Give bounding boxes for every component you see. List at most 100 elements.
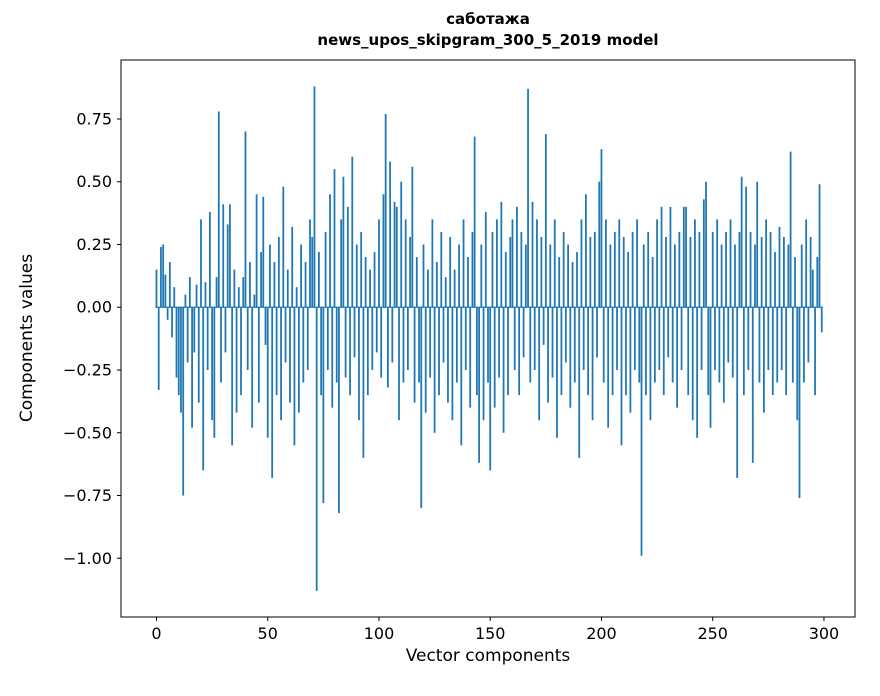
bar xyxy=(789,151,792,308)
bar xyxy=(155,269,158,308)
bar xyxy=(415,257,418,308)
bar xyxy=(798,307,801,499)
bar xyxy=(469,307,472,408)
bar xyxy=(193,307,196,353)
bar xyxy=(674,244,676,308)
x-tick-label: 200 xyxy=(586,624,617,643)
y-tick-label: 0.00 xyxy=(76,298,112,317)
bar xyxy=(631,231,634,308)
bar xyxy=(366,307,369,396)
bar xyxy=(462,219,465,308)
bar xyxy=(544,134,547,308)
bar xyxy=(560,307,563,396)
bar xyxy=(369,269,371,308)
bar xyxy=(725,231,727,308)
bar xyxy=(562,231,565,308)
bar xyxy=(400,181,403,308)
bar xyxy=(302,307,305,383)
bar xyxy=(504,252,507,308)
y-tick-label: 0.75 xyxy=(76,109,112,128)
bar xyxy=(805,219,808,308)
bar xyxy=(667,307,670,358)
bar xyxy=(687,307,690,396)
bar xyxy=(638,307,641,383)
bar xyxy=(364,257,367,308)
bar xyxy=(311,236,314,308)
bar xyxy=(413,307,416,403)
bar xyxy=(418,307,420,383)
bar xyxy=(480,244,483,308)
bar xyxy=(171,307,173,338)
bar xyxy=(582,307,585,370)
bar xyxy=(660,206,663,308)
bar xyxy=(587,307,590,396)
bar xyxy=(774,252,776,308)
bar xyxy=(482,307,485,421)
bar xyxy=(665,236,667,308)
bar xyxy=(429,307,432,378)
bar xyxy=(197,307,200,403)
bar xyxy=(671,307,674,383)
bar xyxy=(391,307,394,363)
bar xyxy=(714,307,716,370)
bar xyxy=(729,219,732,308)
bar xyxy=(609,244,612,308)
x-tick-label: 0 xyxy=(151,624,161,643)
bar xyxy=(338,307,340,514)
y-tick-label: −0.75 xyxy=(63,486,112,505)
bar xyxy=(787,244,790,308)
bar xyxy=(360,231,363,308)
bar xyxy=(647,231,650,308)
bar xyxy=(175,307,178,378)
bar xyxy=(409,236,412,308)
bar xyxy=(538,307,541,421)
bar xyxy=(754,244,756,308)
bar xyxy=(211,307,213,421)
bar xyxy=(600,149,603,308)
bar xyxy=(351,156,354,308)
bar xyxy=(763,307,765,413)
bars-group xyxy=(155,86,823,591)
bar xyxy=(711,231,714,308)
bar xyxy=(275,307,278,396)
bar xyxy=(540,236,543,308)
bar xyxy=(529,307,532,383)
bar xyxy=(800,244,803,308)
bar xyxy=(188,277,191,308)
x-tick-label: 100 xyxy=(364,624,395,643)
bar xyxy=(464,307,467,370)
bar xyxy=(689,236,692,308)
bar xyxy=(509,236,512,308)
bar xyxy=(427,269,429,308)
bar xyxy=(349,307,351,396)
bar xyxy=(734,244,736,308)
bar xyxy=(177,307,180,396)
bar xyxy=(811,269,814,308)
bar xyxy=(702,199,705,308)
bar xyxy=(447,307,449,403)
bar xyxy=(160,247,162,308)
bar xyxy=(209,211,211,308)
bar xyxy=(633,307,636,370)
bar xyxy=(678,231,681,308)
bar xyxy=(402,307,405,383)
bar xyxy=(658,307,661,370)
bar xyxy=(765,219,767,308)
bar xyxy=(449,236,452,308)
bar xyxy=(496,219,498,308)
bar xyxy=(324,231,327,308)
bar xyxy=(593,231,596,308)
bar xyxy=(220,307,222,383)
bar xyxy=(384,113,387,308)
bar xyxy=(353,307,356,358)
bar xyxy=(585,194,587,308)
bar xyxy=(458,244,460,308)
bar xyxy=(591,307,594,421)
bar xyxy=(240,307,242,396)
bar xyxy=(404,219,407,308)
bar xyxy=(206,307,209,370)
bar xyxy=(253,294,256,308)
bar xyxy=(738,231,741,308)
bar xyxy=(262,196,265,308)
